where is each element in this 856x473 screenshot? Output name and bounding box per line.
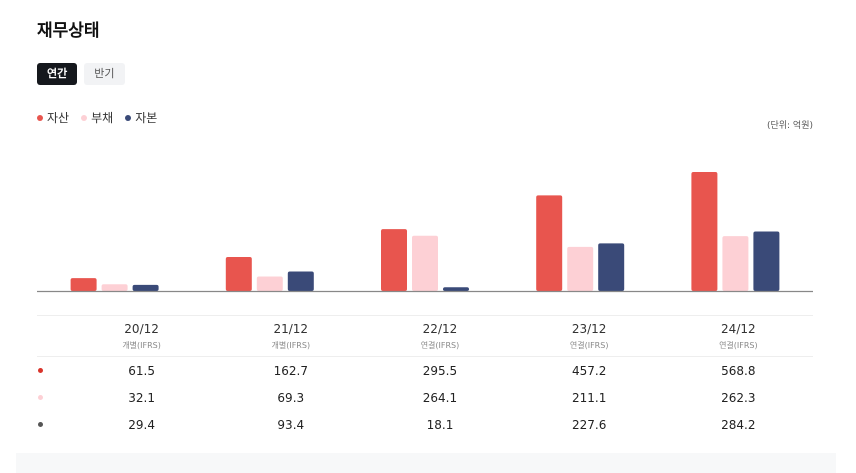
table-cell: 264.1 xyxy=(422,390,458,405)
legend-dot-icon xyxy=(125,114,132,121)
liabilities-dot-icon xyxy=(38,395,43,400)
bar-자본-22/12[interactable] xyxy=(443,287,469,291)
table-cell: 227.6 xyxy=(571,417,607,432)
table-cell: 162.7 xyxy=(273,363,308,378)
period-label: 24/12 xyxy=(721,321,756,336)
period-label: 21/12 xyxy=(273,321,309,336)
legend-dot-icon xyxy=(81,114,88,121)
basis-label: 연결(IFRS) xyxy=(420,340,460,350)
table-cell: 61.5 xyxy=(128,363,155,378)
bar-부채-21/12[interactable] xyxy=(256,276,283,291)
equity-dot-icon xyxy=(38,422,43,427)
column-header: 21/12 개별(IFRS) xyxy=(216,316,365,356)
table-cell: 457.2 xyxy=(571,363,607,378)
table-cell: 32.1 xyxy=(128,390,155,405)
table-row-assets: 61.5 162.7 295.5 457.2 568.8 xyxy=(37,357,813,384)
basis-label: 개별(IFRS) xyxy=(271,340,311,350)
legend-item-equity: 자본 xyxy=(125,109,157,126)
basis-label: 개별(IFRS) xyxy=(122,340,161,350)
column-header: 22/12 연결(IFRS) xyxy=(365,316,514,356)
bar-chart xyxy=(37,172,813,293)
table-cell: 295.5 xyxy=(422,363,458,378)
table-cell: 93.4 xyxy=(277,417,305,432)
bar-부채-20/12[interactable] xyxy=(101,284,128,291)
chart-legend: 자산 부채 자본 xyxy=(37,109,157,126)
bar-자본-21/12[interactable] xyxy=(287,271,314,291)
table-row-equity: 29.4 93.4 18.1 227.6 284.2 xyxy=(37,411,813,438)
period-tabs: 연간 반기 xyxy=(37,63,125,85)
legend-label: 부채 xyxy=(91,111,114,125)
tab-semiannual[interactable]: 반기 xyxy=(84,63,125,85)
bar-자산-20/12[interactable] xyxy=(70,278,97,291)
table-cell: 69.3 xyxy=(277,390,305,405)
page-title: 재무상태 xyxy=(37,21,100,41)
column-header: 23/12 연결(IFRS) xyxy=(515,316,664,356)
column-header: 24/12 연결(IFRS) xyxy=(664,316,813,356)
bar-자산-22/12[interactable] xyxy=(381,229,407,291)
bar-자본-24/12[interactable] xyxy=(753,231,780,291)
tab-annual[interactable]: 연간 xyxy=(37,63,78,85)
table-cell: 29.4 xyxy=(128,417,155,432)
bar-자산-21/12[interactable] xyxy=(225,256,252,291)
legend-label: 자본 xyxy=(135,111,158,125)
bar-자산-23/12[interactable] xyxy=(536,195,563,291)
bar-부채-24/12[interactable] xyxy=(722,236,749,291)
bar-자본-23/12[interactable] xyxy=(598,243,625,291)
table-header-row: 20/12 개별(IFRS) 21/12 개별(IFRS) 22/12 연결(I… xyxy=(37,316,813,357)
unit-label: (단위: 억원) xyxy=(766,121,813,131)
period-label: 20/12 xyxy=(124,321,159,336)
table-cell: 568.8 xyxy=(721,363,756,378)
table-cell: 262.3 xyxy=(721,390,756,405)
assets-dot-icon xyxy=(38,368,43,373)
bottom-divider xyxy=(16,453,836,473)
bar-자산-24/12[interactable] xyxy=(691,172,718,291)
legend-item-assets: 자산 xyxy=(37,109,69,126)
table-cell: 211.1 xyxy=(571,390,607,405)
table-cell: 18.1 xyxy=(426,417,454,432)
table-cell: 284.2 xyxy=(721,417,756,432)
legend-label: 자산 xyxy=(47,111,70,125)
bar-자본-20/12[interactable] xyxy=(132,284,159,291)
period-label: 23/12 xyxy=(571,321,607,336)
legend-item-liabilities: 부채 xyxy=(81,109,113,126)
period-label: 22/12 xyxy=(422,321,458,336)
basis-label: 연결(IFRS) xyxy=(719,340,758,350)
bar-부채-22/12[interactable] xyxy=(412,235,438,291)
bar-부채-23/12[interactable] xyxy=(567,246,594,291)
column-header: 20/12 개별(IFRS) xyxy=(67,316,216,356)
basis-label: 연결(IFRS) xyxy=(569,340,609,350)
legend-dot-icon xyxy=(37,114,43,121)
table-row-liabilities: 32.1 69.3 264.1 211.1 262.3 xyxy=(37,384,813,411)
financial-table: 20/12 개별(IFRS) 21/12 개별(IFRS) 22/12 연결(I… xyxy=(37,315,813,438)
